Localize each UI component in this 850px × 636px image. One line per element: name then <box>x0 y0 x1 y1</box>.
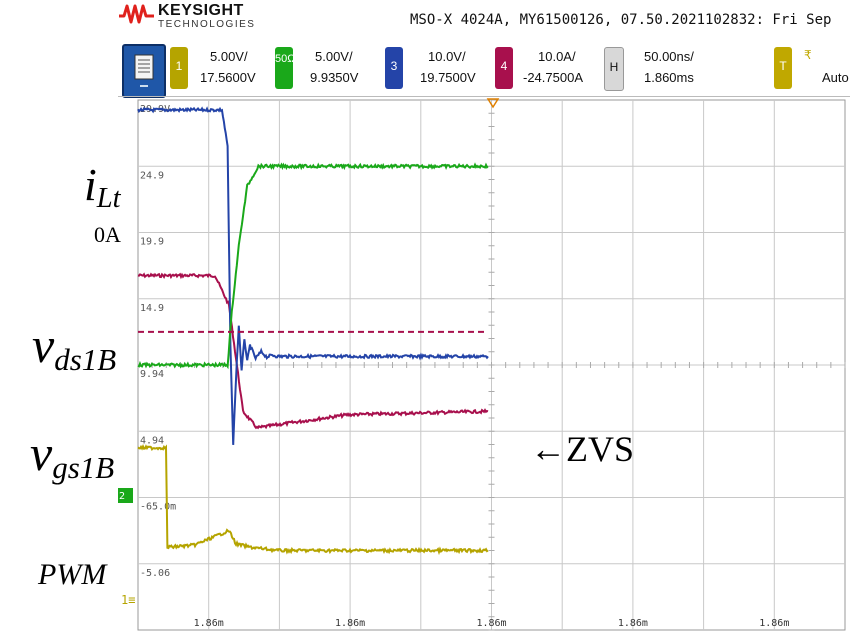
channel-4-badge: 4 <box>495 47 513 89</box>
markers: 2 1≡ <box>118 98 500 607</box>
header-divider <box>118 96 850 97</box>
keysight-wave-icon <box>119 4 154 24</box>
vds-label-main: v <box>32 317 55 373</box>
keysight-logo: KEYSIGHT TECHNOLOGIES <box>118 2 258 32</box>
document-icon <box>134 54 154 87</box>
ilt-label: iLt <box>84 158 121 215</box>
trigger-control[interactable]: T <box>774 47 792 89</box>
y-tick-label: -5.06 <box>140 568 170 579</box>
y-tick-label: 24.9 <box>140 170 164 181</box>
x-tick-label: 1.86m <box>618 618 648 629</box>
graticule <box>137 99 846 631</box>
scope-info: MSO-X 4024A, MY61500126, 07.50.202110283… <box>410 12 832 28</box>
channel-3-scale: 10.0V/ <box>428 49 466 64</box>
x-tick-label: 1.86m <box>335 618 365 629</box>
trigger-mode: Auto <box>822 70 849 85</box>
vds-trace <box>137 106 489 445</box>
ilt-label-main: i <box>84 159 97 210</box>
pwm-trace <box>137 443 489 556</box>
brand-name: KEYSIGHT <box>158 2 244 19</box>
menu-button[interactable] <box>122 44 166 98</box>
channel-2-ground-label: 2 <box>119 491 125 502</box>
trigger-position-marker <box>486 98 500 109</box>
vgs-trace <box>137 162 489 370</box>
x-tick-label: 1.86m <box>476 618 506 629</box>
x-tick-label: 1.86m <box>194 618 224 629</box>
channel-2-control[interactable]: 50Ω 5.00V/ 9.9350V <box>275 47 375 91</box>
timebase-control[interactable]: H 50.00ns/ 1.860ms <box>604 47 704 91</box>
channel-4-control[interactable]: 4 10.0A/ -24.7500A <box>495 47 600 91</box>
zvs-annotation: ←ZVS <box>530 429 635 469</box>
y-tick-label: -65.0m <box>140 502 176 513</box>
vgs-label-main: v <box>30 425 53 481</box>
y-tick-label: 19.9 <box>140 237 164 248</box>
channel-1-scale: 5.00V/ <box>210 49 248 64</box>
brand-subtitle: TECHNOLOGIES <box>158 19 256 30</box>
channel-2-badge: 50Ω <box>275 47 295 89</box>
traces <box>137 106 489 556</box>
channel-2-offset: 9.9350V <box>310 70 359 85</box>
channel-2-scale: 5.00V/ <box>315 49 353 64</box>
ilt-label-sub: Lt <box>96 183 121 215</box>
timebase-scale: 50.00ns/ <box>644 49 694 64</box>
channel-3-badge: 3 <box>385 47 403 89</box>
vgs-label: vgs1B <box>30 424 114 486</box>
x-tick-label: 1.86m <box>759 618 789 629</box>
channel-3-offset: 19.7500V <box>420 70 476 85</box>
vgs-label-sub: gs1B <box>52 449 115 485</box>
ilt-trace <box>137 272 489 430</box>
channel-3-control[interactable]: 3 10.0V/ 19.7500V <box>385 47 485 91</box>
trigger-edge-icon: ₹ <box>804 48 812 62</box>
y-tick-label: 4.94 <box>140 435 164 446</box>
ilt-zero-label: 0A <box>94 222 121 247</box>
timebase-badge: H <box>604 47 624 91</box>
channel-4-scale: 10.0A/ <box>538 49 576 64</box>
y-tick-label: 9.94 <box>140 369 164 380</box>
channel-1-ground-marker: 1≡ <box>121 593 135 607</box>
channel-4-offset: -24.7500A <box>523 70 583 85</box>
channel-2-ground-marker <box>118 488 133 503</box>
channel-1-control[interactable]: 1 5.00V/ 17.5600V <box>170 47 270 91</box>
channel-1-offset: 17.5600V <box>200 70 256 85</box>
vds-label: vds1B <box>32 316 116 378</box>
pwm-label: PWM <box>38 558 107 591</box>
vds-label-sub: ds1B <box>54 341 117 377</box>
timebase-offset: 1.860ms <box>644 70 694 85</box>
y-tick-label: 14.9 <box>140 303 164 314</box>
channel-1-badge: 1 <box>170 47 188 89</box>
